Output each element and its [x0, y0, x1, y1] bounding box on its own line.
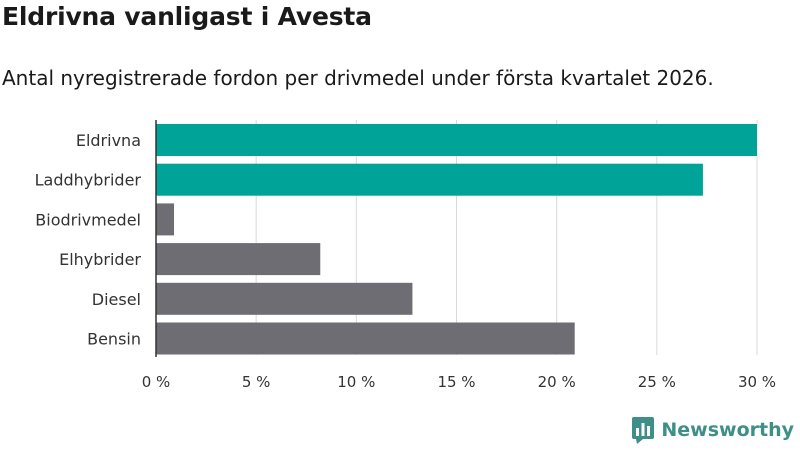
bar [156, 282, 413, 315]
x-tick-label: 25 % [638, 373, 676, 391]
category-label: Diesel [92, 290, 141, 309]
category-label: Eldrivna [76, 131, 141, 150]
x-tick-label: 0 % [142, 373, 171, 391]
x-tick-label: 20 % [538, 373, 576, 391]
bar [156, 322, 575, 355]
newsworthy-logo-icon [632, 417, 655, 444]
chart-subtitle: Antal nyregistrerade fordon per drivmede… [2, 66, 714, 90]
category-label: Biodrivmedel [35, 210, 141, 229]
x-tick-label: 5 % [242, 373, 271, 391]
x-tick-label: 30 % [738, 373, 776, 391]
category-label: Elhybrider [59, 250, 141, 269]
x-tick-label: 15 % [437, 373, 475, 391]
category-label: Laddhybrider [35, 171, 142, 190]
chart-title: Eldrivna vanligast i Avesta [2, 2, 372, 31]
bar [156, 124, 757, 156]
bar [156, 203, 175, 236]
bar [156, 163, 703, 196]
x-tick-label: 10 % [337, 373, 375, 391]
category-label: Bensin [87, 330, 141, 349]
bar [156, 243, 321, 276]
brand-logo: Newsworthy [631, 416, 794, 444]
brand-name: Newsworthy [661, 419, 794, 441]
